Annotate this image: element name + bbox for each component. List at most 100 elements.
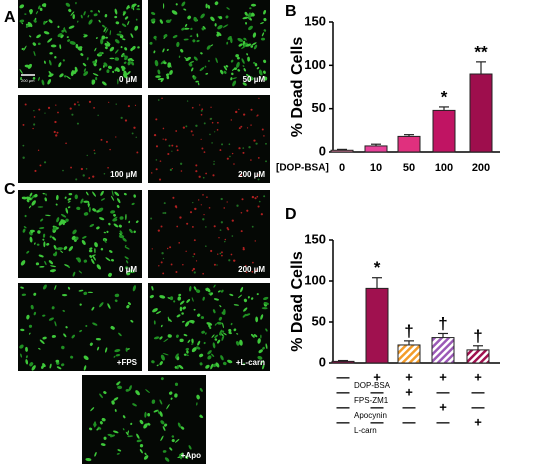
cell	[115, 103, 117, 105]
cell	[263, 302, 270, 305]
cell	[37, 149, 40, 152]
cell	[227, 359, 233, 364]
cell	[130, 319, 134, 323]
cell	[199, 353, 204, 358]
cell	[180, 170, 183, 172]
cell	[237, 37, 244, 42]
cell	[193, 56, 198, 61]
cell	[108, 222, 111, 226]
cell	[251, 333, 255, 338]
cell	[106, 230, 109, 233]
cell	[191, 67, 194, 72]
cell	[133, 126, 136, 129]
cell	[154, 36, 157, 41]
cell	[21, 293, 27, 296]
cell	[179, 300, 185, 305]
cell	[195, 124, 198, 128]
cell	[90, 258, 95, 265]
cell	[85, 168, 88, 170]
cell	[132, 403, 137, 407]
cell	[203, 122, 206, 125]
cell	[160, 78, 164, 83]
x-axis-label: [DOP-BSA]	[276, 163, 329, 174]
cell	[57, 111, 59, 114]
cell	[139, 419, 144, 425]
cell	[194, 207, 197, 211]
cell	[117, 173, 119, 175]
cell	[122, 428, 125, 431]
x-tick-label: 100	[435, 162, 453, 174]
cell	[210, 249, 213, 253]
cell	[62, 309, 66, 312]
cell	[247, 295, 250, 299]
cell	[103, 436, 107, 440]
cell	[261, 307, 268, 310]
cell	[67, 39, 71, 42]
cell	[201, 108, 204, 111]
cell	[105, 36, 109, 39]
cell	[59, 44, 62, 49]
cell	[180, 426, 185, 430]
treatment-sign: +	[439, 399, 447, 414]
cell	[147, 422, 151, 426]
cell	[166, 75, 170, 80]
cell	[44, 197, 47, 202]
cell	[34, 242, 36, 245]
cell	[103, 62, 108, 67]
cell	[257, 355, 263, 360]
cell	[131, 202, 135, 206]
cell	[91, 306, 95, 311]
cell	[244, 11, 248, 16]
cell	[123, 70, 128, 77]
cell	[111, 190, 114, 197]
cell	[191, 347, 197, 353]
cell	[32, 76, 36, 80]
cell	[164, 138, 167, 141]
cell	[33, 110, 35, 112]
cell	[117, 78, 119, 85]
cell	[208, 59, 210, 63]
cell	[211, 121, 214, 124]
cell	[247, 56, 250, 62]
cell	[212, 363, 217, 368]
image-caption: 0 µM	[119, 265, 137, 274]
cell	[265, 160, 267, 163]
panel-label: B	[285, 3, 297, 20]
scale-bar-label: 200 µm	[21, 78, 35, 83]
cell	[163, 202, 166, 205]
cell	[114, 15, 118, 19]
cell	[118, 234, 125, 239]
cell	[228, 328, 232, 333]
cell	[114, 191, 120, 197]
cell	[21, 196, 27, 200]
cell	[206, 196, 208, 198]
cell	[157, 99, 160, 101]
cell	[169, 168, 172, 171]
cell	[35, 262, 40, 266]
treatment-sign: —	[403, 414, 416, 429]
cell	[93, 152, 96, 155]
cell	[42, 314, 46, 317]
cell	[167, 316, 170, 322]
cell	[61, 345, 65, 350]
cell	[22, 228, 26, 233]
treatment-sign: —	[371, 414, 384, 429]
cell	[72, 271, 76, 277]
cell	[183, 8, 187, 11]
cell	[101, 35, 106, 40]
cell	[80, 198, 84, 204]
cell	[171, 438, 175, 443]
cell	[22, 156, 25, 159]
cell	[230, 59, 234, 63]
cell	[113, 430, 119, 434]
cell	[125, 389, 130, 392]
cell	[29, 35, 32, 38]
cell	[59, 73, 64, 78]
cell	[217, 290, 221, 293]
cell	[39, 339, 45, 345]
cell	[181, 27, 185, 31]
cell	[171, 144, 174, 147]
cell	[78, 289, 84, 292]
cell	[195, 170, 198, 173]
cell	[179, 162, 183, 165]
